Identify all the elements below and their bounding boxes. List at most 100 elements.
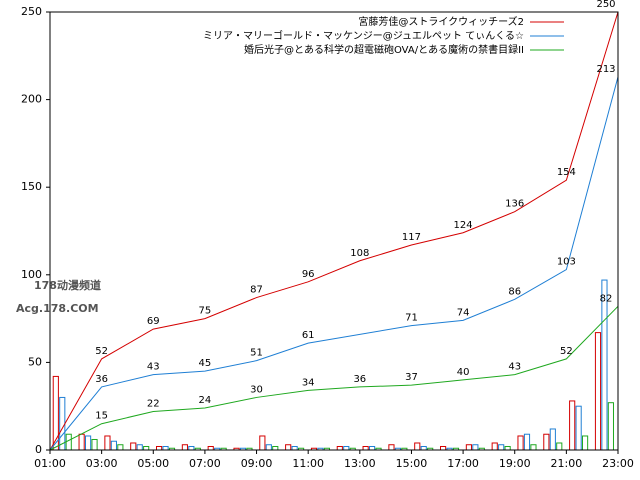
data-label: 61 xyxy=(302,330,315,341)
data-label: 69 xyxy=(147,316,160,327)
x-tick-label: 01:00 xyxy=(34,457,66,470)
hourly-bar xyxy=(582,435,589,451)
data-label: 136 xyxy=(505,199,524,210)
hourly-bar xyxy=(272,445,279,451)
hourly-bar xyxy=(156,445,163,451)
hourly-bar xyxy=(162,445,169,451)
hourly-bar xyxy=(594,332,602,451)
hourly-bar xyxy=(291,445,298,451)
watermark: 178动漫频道 xyxy=(34,278,101,292)
hourly-bar xyxy=(265,444,272,451)
hourly-bar xyxy=(523,433,531,451)
series-line xyxy=(49,11,619,451)
data-label: 30 xyxy=(250,384,263,395)
data-label: 36 xyxy=(95,374,108,385)
data-label: 117 xyxy=(402,232,421,243)
x-tick-label: 05:00 xyxy=(137,457,169,470)
x-tick-label: 09:00 xyxy=(241,457,273,470)
data-label: 52 xyxy=(560,346,573,357)
x-tick-label: 23:00 xyxy=(602,457,634,470)
series-line xyxy=(49,305,619,451)
x-tick-label: 03:00 xyxy=(86,457,118,470)
y-tick-label: 50 xyxy=(28,355,42,368)
data-label: 45 xyxy=(199,358,212,369)
hourly-bar xyxy=(143,445,150,451)
hourly-bar xyxy=(136,444,143,451)
x-tick-label: 15:00 xyxy=(396,457,428,470)
hourly-bar xyxy=(59,396,66,451)
data-label: 24 xyxy=(199,395,212,406)
data-label: 86 xyxy=(508,286,521,297)
y-tick-label: 0 xyxy=(35,443,42,456)
hourly-bar xyxy=(420,445,427,451)
hourly-bar xyxy=(207,445,214,451)
data-label: 87 xyxy=(250,285,263,296)
hourly-bar xyxy=(362,445,369,451)
hourly-bar xyxy=(575,405,582,451)
series-line xyxy=(49,76,619,451)
y-tick-label: 200 xyxy=(21,93,42,106)
hourly-bar xyxy=(181,444,188,451)
hourly-bar xyxy=(549,428,556,451)
watermark: Acg.178.COM xyxy=(16,302,99,315)
data-label: 37 xyxy=(405,372,418,383)
x-tick-label: 21:00 xyxy=(551,457,583,470)
hourly-bar xyxy=(607,402,614,451)
x-tick-label: 17:00 xyxy=(447,457,479,470)
data-label: 74 xyxy=(457,307,470,318)
data-label: 22 xyxy=(147,398,160,409)
hourly-bar xyxy=(78,433,85,451)
data-label: 71 xyxy=(405,313,418,324)
data-label: 213 xyxy=(596,64,615,75)
hourly-bar xyxy=(414,442,421,451)
data-label: 52 xyxy=(95,346,108,357)
x-tick-label: 19:00 xyxy=(499,457,531,470)
hourly-bar xyxy=(465,444,472,451)
y-tick-label: 100 xyxy=(21,268,42,281)
hourly-bar xyxy=(498,444,505,451)
x-tick-label: 07:00 xyxy=(189,457,221,470)
data-label: 75 xyxy=(199,306,212,317)
data-label: 43 xyxy=(508,362,521,373)
hourly-bar xyxy=(130,442,137,451)
hourly-bar xyxy=(285,444,292,451)
hourly-bar xyxy=(543,433,550,451)
hourly-bar xyxy=(556,442,563,451)
data-label: 82 xyxy=(600,293,613,304)
data-label: 51 xyxy=(250,348,263,359)
hourly-bar xyxy=(104,435,111,451)
legend-label: ミリア・マリーゴールド・マッケンジー@ジュエルペット てぃんくる☆ xyxy=(203,29,524,42)
plot-frame xyxy=(49,11,619,451)
hourly-bar xyxy=(440,445,447,451)
hourly-bar xyxy=(110,440,117,451)
x-tick-label: 11:00 xyxy=(292,457,324,470)
hourly-bar xyxy=(388,444,395,451)
data-label: 250 xyxy=(596,0,615,10)
hourly-bar xyxy=(85,435,92,451)
hourly-bar xyxy=(569,400,576,451)
hourly-bar xyxy=(343,445,350,451)
hourly-bar xyxy=(504,445,511,451)
data-label: 96 xyxy=(302,269,315,280)
hourly-bar xyxy=(259,435,266,451)
legend-label: 婚后光子@とある科学の超電磁砲OVA/とある魔術の禁書目録II xyxy=(244,43,524,56)
hourly-bar xyxy=(369,445,376,451)
hourly-bar xyxy=(517,435,524,451)
data-label: 108 xyxy=(350,248,369,259)
hourly-bar xyxy=(491,442,498,451)
x-tick-label: 13:00 xyxy=(344,457,376,470)
hourly-bar xyxy=(336,445,343,451)
data-label: 124 xyxy=(454,220,473,231)
data-label: 43 xyxy=(147,362,160,373)
legend-label: 宮藤芳佳@ストライクウィッチーズ2 xyxy=(358,15,524,28)
hourly-bar xyxy=(91,438,98,451)
data-label: 40 xyxy=(457,367,470,378)
data-label: 154 xyxy=(557,167,576,178)
y-tick-label: 150 xyxy=(21,180,42,193)
hourly-bar xyxy=(117,444,124,451)
data-label: 34 xyxy=(302,377,315,388)
hourly-bar xyxy=(472,444,479,451)
data-label: 15 xyxy=(95,411,108,422)
hourly-bar xyxy=(530,444,537,451)
